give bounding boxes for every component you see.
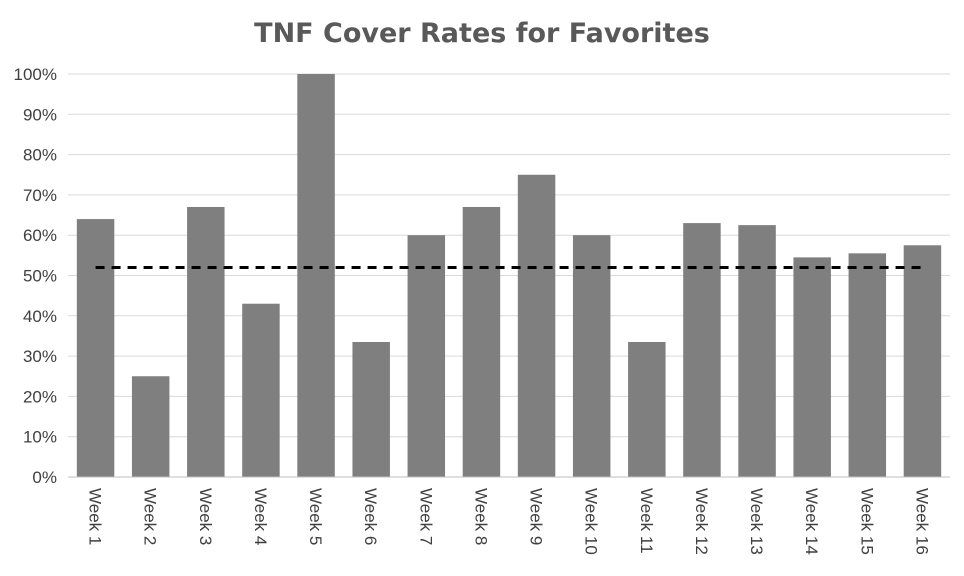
x-tick-label: Week 3 (196, 488, 215, 545)
x-tick-label: Week 13 (747, 488, 766, 555)
x-tick-label: Week 2 (141, 488, 160, 545)
y-tick-label: 30% (23, 347, 57, 366)
x-tick-label: Week 5 (306, 488, 325, 545)
bar (242, 303, 280, 477)
x-tick-label: Week 6 (361, 488, 380, 545)
y-tick-label: 60% (23, 226, 57, 245)
x-tick-label: Week 7 (416, 488, 435, 545)
x-tick-label: Week 9 (527, 488, 546, 545)
bar (297, 74, 335, 477)
y-tick-label: 10% (23, 428, 57, 447)
bar (76, 219, 115, 477)
bar (848, 253, 887, 477)
bar (628, 341, 666, 477)
x-tick-label: Week 11 (637, 488, 656, 554)
bar (738, 225, 776, 477)
y-tick-label: 50% (23, 267, 57, 286)
x-tick-label: Week 4 (251, 488, 270, 545)
bar (131, 376, 170, 477)
bar (793, 257, 831, 477)
y-tick-label: 70% (23, 186, 57, 205)
y-tick-label: 90% (23, 105, 57, 124)
bar (517, 174, 556, 477)
y-tick-label: 80% (23, 146, 57, 165)
y-axis-tick-labels: 0% 10% 20% 30% 40% 50% 60% 70% 80% 90% 100% (14, 65, 57, 487)
bar (352, 341, 390, 477)
bar (683, 223, 721, 477)
chart-title: TNF Cover Rates for Favorites (254, 18, 710, 49)
x-tick-label: Week 1 (86, 488, 105, 545)
y-tick-label: 100% (14, 65, 57, 84)
x-tick-label: Week 10 (582, 488, 601, 555)
x-axis-category-labels: Week 1 Week 2 Week 3 Week 4 Week 5 Week 6 Week… (86, 488, 932, 555)
x-tick-label: Week 14 (802, 488, 821, 555)
bar (462, 206, 501, 478)
x-tick-label: Week 16 (912, 488, 931, 555)
y-tick-label: 0% (32, 468, 57, 487)
x-tick-label: Week 15 (857, 488, 876, 555)
bars (76, 74, 942, 478)
bar (407, 235, 446, 477)
y-tick-label: 20% (23, 387, 57, 406)
y-tick-label: 40% (23, 307, 57, 326)
bar (187, 206, 225, 478)
x-tick-label: Week 12 (692, 488, 711, 555)
bar (572, 235, 611, 477)
x-tick-label: Week 8 (471, 488, 490, 545)
bar (903, 245, 942, 477)
